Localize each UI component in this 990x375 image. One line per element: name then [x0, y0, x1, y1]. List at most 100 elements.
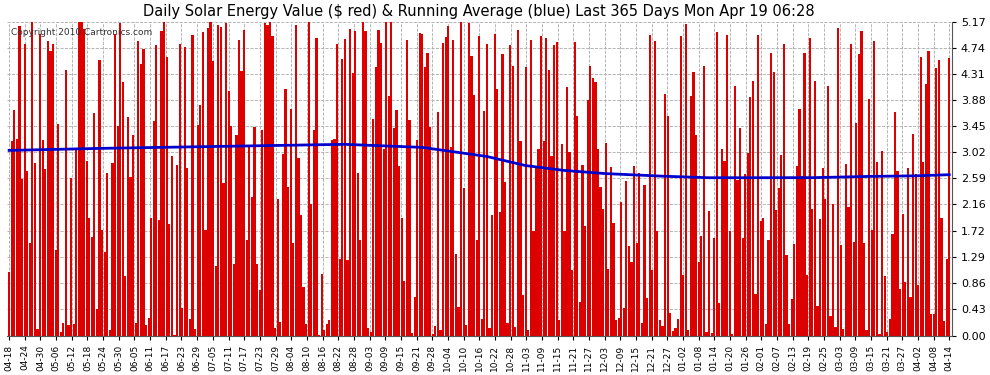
Bar	[318, 335, 320, 336]
Bar	[870, 230, 873, 336]
Bar	[70, 178, 72, 336]
Bar	[323, 330, 326, 336]
Bar	[19, 26, 21, 336]
Bar	[751, 81, 754, 336]
Bar	[857, 54, 860, 336]
Bar	[148, 318, 149, 336]
Bar	[780, 155, 782, 336]
Bar	[217, 25, 220, 336]
Bar	[403, 281, 405, 336]
Bar	[737, 180, 739, 336]
Bar	[303, 287, 305, 336]
Bar	[176, 165, 178, 336]
Bar	[186, 168, 188, 336]
Bar	[382, 149, 385, 336]
Bar	[163, 22, 165, 336]
Bar	[520, 141, 522, 336]
Bar	[889, 319, 891, 336]
Bar	[732, 334, 734, 336]
Bar	[106, 173, 108, 336]
Bar	[527, 330, 530, 336]
Bar	[8, 272, 10, 336]
Bar	[465, 324, 467, 336]
Bar	[300, 215, 302, 336]
Bar	[933, 314, 935, 336]
Bar	[305, 324, 307, 336]
Bar	[876, 162, 878, 336]
Bar	[117, 126, 119, 336]
Bar	[184, 47, 186, 336]
Bar	[928, 51, 930, 336]
Bar	[809, 38, 811, 336]
Bar	[130, 177, 132, 336]
Bar	[739, 128, 742, 336]
Bar	[819, 219, 821, 336]
Bar	[380, 43, 382, 336]
Bar	[51, 45, 54, 336]
Bar	[454, 254, 457, 336]
Bar	[292, 243, 294, 336]
Bar	[703, 66, 705, 336]
Bar	[414, 297, 416, 336]
Bar	[189, 319, 191, 336]
Bar	[636, 243, 638, 336]
Bar	[692, 72, 695, 336]
Bar	[483, 111, 485, 336]
Bar	[204, 230, 207, 336]
Bar	[584, 225, 586, 336]
Bar	[501, 54, 504, 336]
Bar	[388, 96, 390, 336]
Bar	[538, 149, 540, 336]
Bar	[824, 199, 827, 336]
Bar	[700, 236, 702, 336]
Bar	[948, 58, 950, 336]
Bar	[806, 274, 808, 336]
Bar	[334, 139, 336, 336]
Bar	[568, 152, 570, 336]
Bar	[385, 22, 387, 336]
Bar	[615, 320, 617, 336]
Bar	[29, 243, 31, 336]
Bar	[359, 240, 361, 336]
Bar	[522, 295, 524, 336]
Bar	[67, 326, 69, 336]
Bar	[838, 28, 840, 336]
Bar	[917, 285, 920, 336]
Bar	[47, 41, 49, 336]
Bar	[279, 322, 281, 336]
Bar	[346, 260, 348, 336]
Bar	[811, 209, 814, 336]
Bar	[111, 163, 114, 336]
Bar	[282, 154, 284, 336]
Bar	[276, 198, 279, 336]
Bar	[690, 96, 692, 336]
Bar	[289, 110, 292, 336]
Bar	[514, 327, 517, 336]
Bar	[411, 333, 413, 336]
Bar	[181, 308, 183, 336]
Bar	[104, 252, 106, 336]
Bar	[34, 164, 36, 336]
Bar	[827, 86, 829, 336]
Bar	[98, 60, 101, 336]
Bar	[817, 306, 819, 336]
Bar	[589, 66, 591, 336]
Bar	[449, 147, 451, 336]
Bar	[284, 89, 286, 336]
Bar	[127, 117, 129, 336]
Bar	[695, 135, 697, 336]
Bar	[26, 171, 29, 336]
Bar	[424, 67, 426, 336]
Bar	[852, 242, 854, 336]
Bar	[244, 30, 246, 336]
Bar	[401, 217, 403, 336]
Bar	[592, 78, 594, 336]
Bar	[168, 224, 170, 336]
Bar	[85, 161, 88, 336]
Title: Daily Solar Energy Value ($ red) & Running Average (blue) Last 365 Days Mon Apr : Daily Solar Energy Value ($ red) & Runni…	[144, 4, 815, 19]
Bar	[362, 22, 364, 336]
Bar	[850, 44, 852, 336]
Bar	[13, 110, 16, 336]
Bar	[581, 165, 583, 336]
Bar	[486, 44, 488, 336]
